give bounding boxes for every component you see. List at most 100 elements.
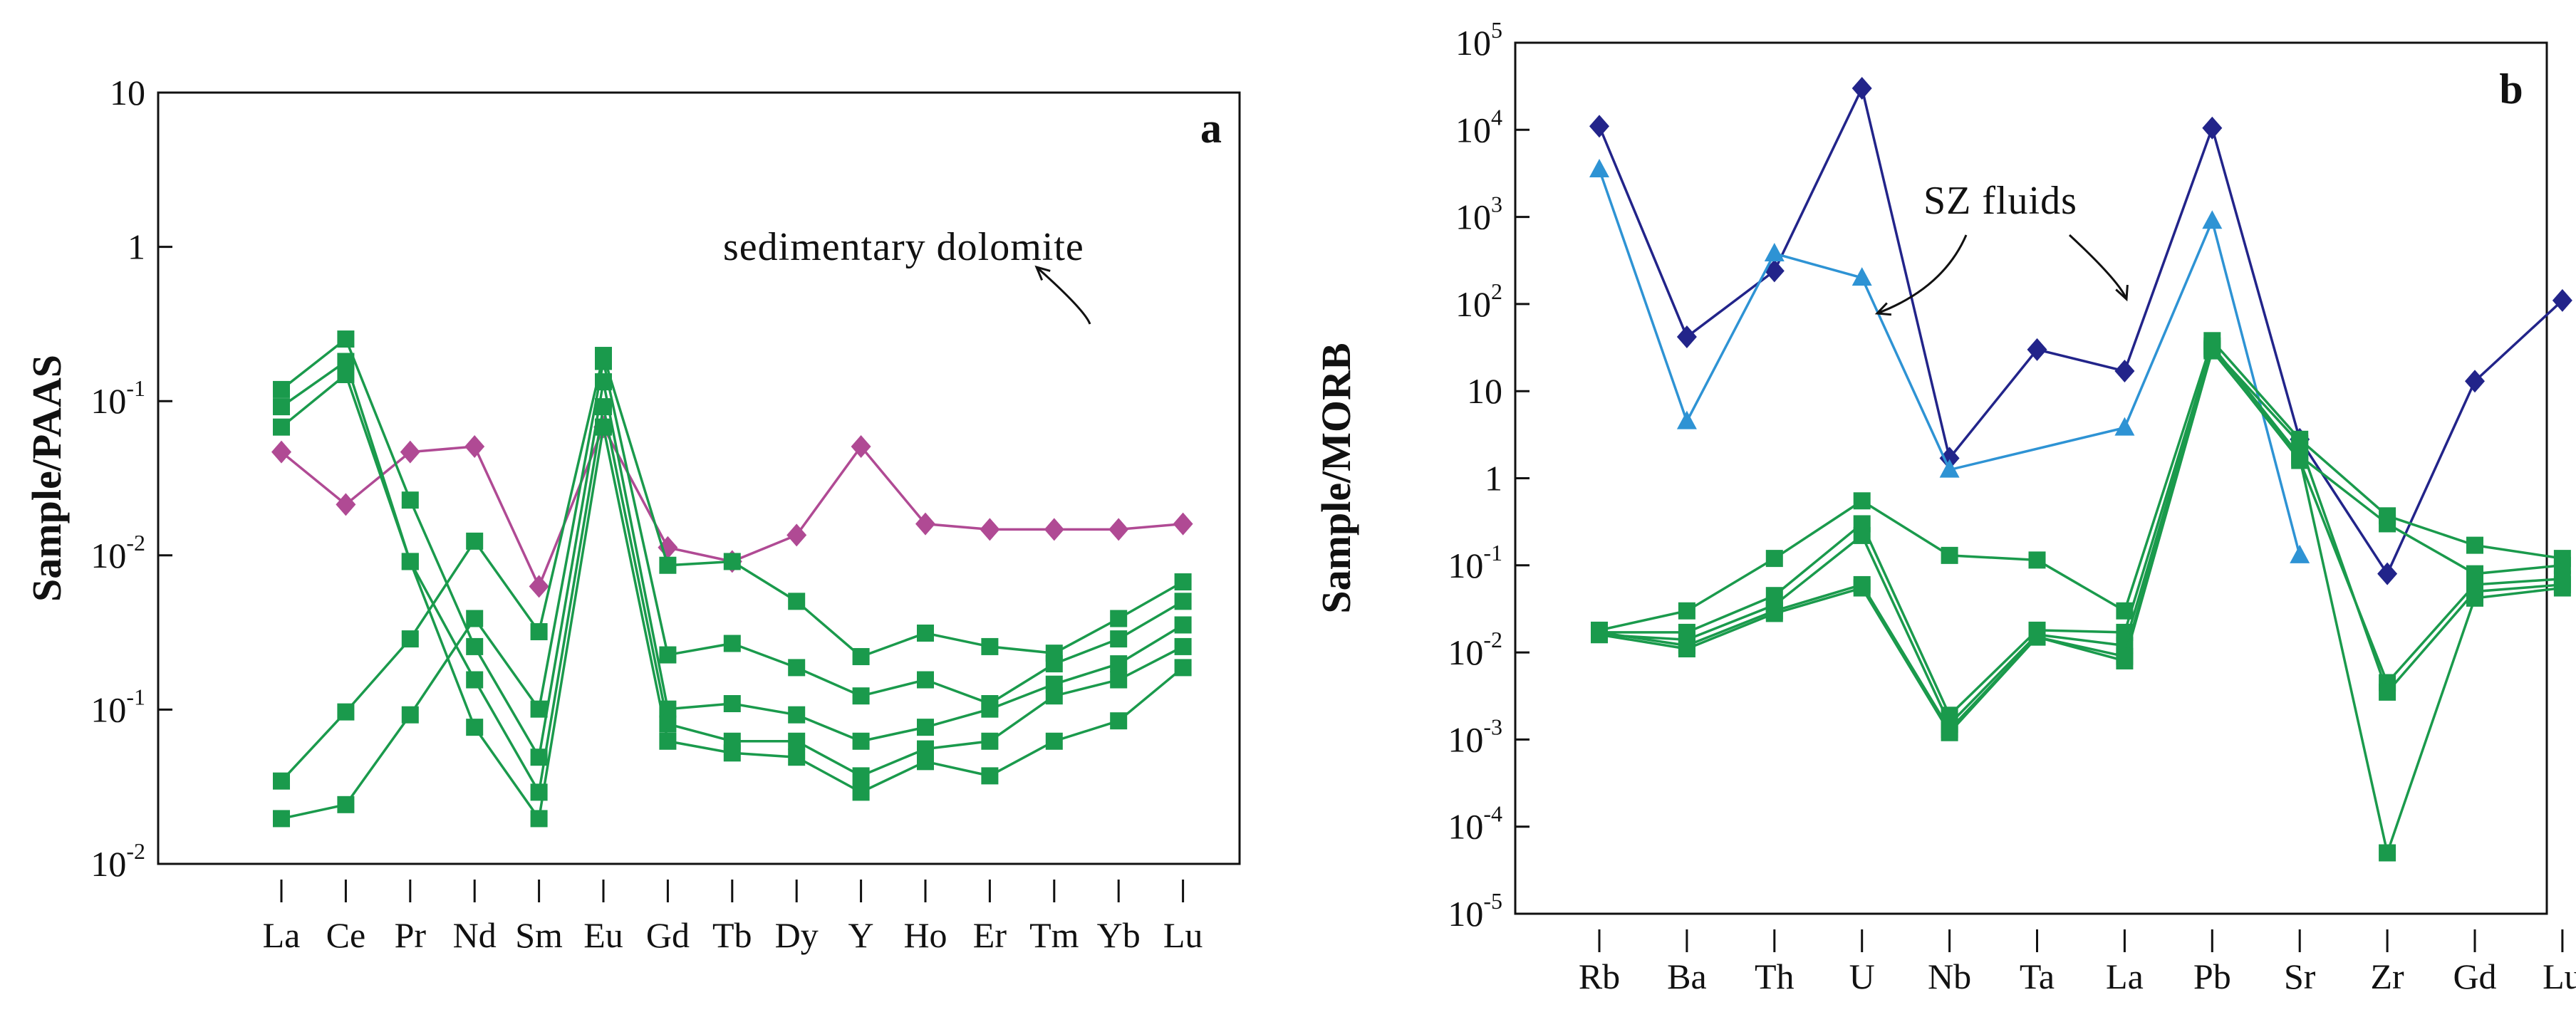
data-point xyxy=(2379,683,2396,701)
x-tick-label: Pr xyxy=(395,915,427,955)
data-point xyxy=(1589,115,1609,138)
annotation-label: sedimentary dolomite xyxy=(723,225,1084,269)
x-tick-label: Zr xyxy=(2370,956,2404,996)
data-point xyxy=(2203,342,2221,360)
data-point xyxy=(788,706,806,724)
data-point xyxy=(981,767,999,785)
x-tick-label: Th xyxy=(1755,956,1795,996)
x-tick-label: Y xyxy=(848,915,874,955)
data-point xyxy=(2028,551,2046,569)
data-point xyxy=(337,703,355,721)
data-point xyxy=(273,418,290,436)
data-point xyxy=(1110,655,1128,673)
x-tick-label: Lu xyxy=(2543,956,2576,996)
plot-frame xyxy=(1514,41,2548,915)
data-point xyxy=(2116,652,2134,669)
data-point xyxy=(980,518,1000,541)
x-tick-label: Nb xyxy=(1928,956,1971,996)
x-tick-label: Pb xyxy=(2193,956,2231,996)
data-point xyxy=(852,687,870,705)
data-point xyxy=(337,353,355,370)
y-axis-label: Sample/PAAS xyxy=(24,355,70,602)
x-tick-label: Dy xyxy=(775,915,819,955)
series-line xyxy=(1599,348,2563,857)
data-point xyxy=(917,624,934,642)
data-point xyxy=(723,635,741,652)
y-tick-label: 10 xyxy=(110,73,145,113)
data-point xyxy=(401,553,419,570)
series-line xyxy=(1599,343,2563,718)
series-line xyxy=(1598,84,2564,577)
data-point xyxy=(659,646,677,664)
data-point xyxy=(1941,546,1958,564)
panel-letter: a xyxy=(1200,105,1222,152)
annotation-arrowhead xyxy=(1874,302,1892,316)
data-point xyxy=(1174,637,1192,655)
data-point xyxy=(271,440,291,464)
x-tick-label: Sm xyxy=(515,915,563,955)
data-point xyxy=(273,772,290,790)
data-point xyxy=(852,732,870,750)
x-tick-label: Nd xyxy=(453,915,497,955)
y-tick-label: 10-5 xyxy=(1448,888,1502,934)
data-point xyxy=(917,719,934,736)
y-tick-label: 10-1 xyxy=(1448,540,1502,585)
y-tick-label: 10 xyxy=(1467,371,1502,411)
data-point xyxy=(529,575,549,598)
data-point xyxy=(2465,370,2485,393)
x-tick-label: La xyxy=(263,915,301,955)
data-point xyxy=(1852,76,1872,100)
y-tick-label: 103 xyxy=(1455,192,1502,237)
data-point xyxy=(466,719,484,736)
data-point xyxy=(400,440,420,464)
data-point xyxy=(2379,515,2396,533)
data-point xyxy=(1764,242,1785,261)
data-point xyxy=(273,398,290,416)
x-tick-label: Ta xyxy=(2020,956,2055,996)
data-point xyxy=(1110,610,1128,627)
data-point xyxy=(981,637,999,655)
data-point xyxy=(401,630,419,648)
data-point xyxy=(981,700,999,718)
data-point xyxy=(659,732,677,750)
data-point xyxy=(2377,562,2398,585)
y-tick-label: 104 xyxy=(1455,104,1502,150)
data-point xyxy=(1939,447,1960,470)
data-point xyxy=(1764,259,1785,283)
y-axis-label: Sample/MORB xyxy=(1313,343,1359,613)
data-point xyxy=(2379,844,2396,862)
data-point xyxy=(917,753,934,771)
data-point xyxy=(337,796,355,813)
data-point xyxy=(1174,616,1192,634)
data-point xyxy=(917,671,934,689)
data-point xyxy=(852,767,870,785)
data-point xyxy=(1044,518,1064,541)
data-point xyxy=(1110,712,1128,730)
data-point xyxy=(1589,159,1609,178)
y-tick-label: 10-2 xyxy=(1448,627,1502,672)
data-point xyxy=(1853,579,1871,597)
y-tick-label: 1 xyxy=(1485,459,1502,499)
x-tick-label: Ba xyxy=(1667,956,1707,996)
panel-a-chart: 10-2 10-1 10-2 10-1 1 10 La Ce Pr Nd Sm Eu Gd Tb Dy Y Ho… xyxy=(24,73,1241,955)
data-point xyxy=(530,810,548,828)
data-point xyxy=(466,610,484,627)
series-line xyxy=(1599,338,2563,632)
y-tick-label: 10-1 xyxy=(90,684,145,729)
y-tick-label: 10-1 xyxy=(90,375,145,421)
data-point xyxy=(2202,116,2223,140)
data-point xyxy=(1110,630,1128,648)
data-point xyxy=(788,749,806,766)
panel-letter: b xyxy=(2499,66,2523,113)
x-tick-label: Eu xyxy=(583,915,623,955)
data-point xyxy=(788,593,806,610)
data-point xyxy=(723,744,741,762)
data-point xyxy=(595,353,612,370)
data-point xyxy=(273,380,290,398)
y-tick-label: 105 xyxy=(1455,17,1502,63)
x-tick-label: Lu xyxy=(1163,915,1203,955)
data-point xyxy=(852,783,870,801)
y-tick-label: 10-2 xyxy=(90,838,145,884)
data-point xyxy=(595,373,612,391)
